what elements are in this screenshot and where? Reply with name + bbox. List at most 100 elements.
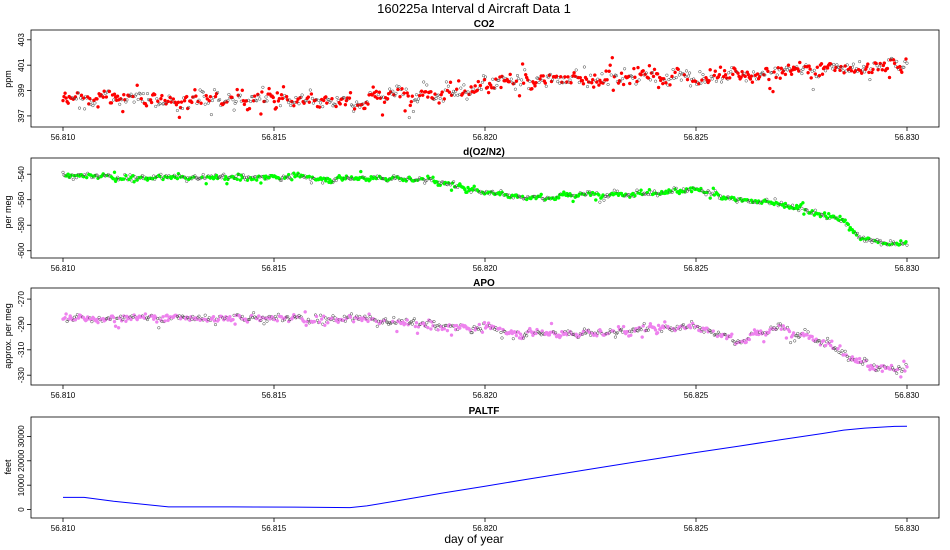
- data-point: [501, 75, 505, 79]
- data-point: [718, 65, 723, 69]
- data-point: [899, 375, 903, 379]
- y-tick-label: 403: [17, 33, 26, 47]
- data-point: [435, 324, 439, 328]
- data-point: [214, 173, 219, 178]
- data-point: [632, 66, 636, 71]
- data-point: [655, 331, 660, 335]
- data-point: [892, 61, 897, 66]
- data-point: [160, 319, 164, 323]
- data-point: [857, 356, 862, 361]
- data-point: [561, 81, 565, 85]
- data-point: [291, 101, 295, 105]
- data-point: [845, 63, 849, 67]
- data-point: [785, 68, 790, 72]
- data-point: [166, 318, 170, 323]
- data-point: [681, 323, 685, 327]
- y-tick-label: -270: [17, 291, 26, 308]
- data-point: [597, 193, 601, 197]
- data-point: [768, 86, 772, 91]
- data-point: [850, 65, 854, 69]
- data-point: [591, 85, 596, 89]
- data-point: [330, 96, 334, 101]
- data-point: [96, 105, 100, 109]
- data-point: [446, 84, 450, 88]
- data-point: [749, 74, 754, 78]
- data-point: [81, 96, 86, 100]
- data-point: [601, 81, 605, 85]
- data-point: [902, 65, 906, 69]
- data-point: [314, 314, 319, 319]
- y-tick-label: -310: [17, 341, 26, 358]
- data-point: [623, 67, 627, 71]
- data-point: [198, 88, 202, 92]
- data-point: [589, 73, 593, 77]
- data-point: [91, 104, 95, 108]
- data-point: [593, 73, 597, 77]
- data-point: [259, 112, 263, 116]
- data-point: [641, 69, 645, 73]
- data-point: [275, 91, 280, 95]
- data-point: [161, 315, 165, 319]
- data-point: [436, 328, 440, 332]
- data-point: [839, 351, 843, 355]
- data-point: [523, 72, 528, 77]
- data-point: [159, 96, 163, 101]
- data-point: [113, 324, 118, 328]
- data-point: [249, 99, 253, 104]
- data-point: [633, 194, 637, 198]
- data-point: [868, 367, 872, 372]
- x-tick-label: 56.825: [684, 524, 709, 533]
- data-point: [615, 189, 619, 193]
- data-point: [723, 73, 728, 77]
- data-point: [830, 64, 834, 68]
- data-point: [639, 328, 643, 332]
- data-point: [76, 91, 81, 95]
- data-point: [197, 314, 201, 318]
- x-tick-label: 56.810: [51, 133, 76, 142]
- data-point: [657, 192, 662, 196]
- data-point: [309, 92, 314, 96]
- data-point: [402, 91, 406, 95]
- data-point: [235, 87, 239, 92]
- data-point: [854, 357, 859, 361]
- o2n2-ylabel: per meg: [3, 195, 13, 228]
- data-point: [582, 327, 586, 331]
- data-point: [116, 175, 120, 179]
- data-point: [174, 102, 179, 107]
- data-point: [163, 319, 167, 323]
- data-point: [363, 106, 367, 111]
- data-point: [507, 79, 511, 84]
- data-point: [228, 314, 232, 319]
- data-point: [730, 332, 734, 336]
- data-point: [225, 181, 229, 186]
- data-point: [705, 326, 709, 330]
- data-point: [67, 175, 71, 179]
- data-point: [135, 178, 139, 182]
- data-point: [79, 93, 84, 98]
- data-point: [633, 75, 637, 80]
- data-point: [422, 80, 426, 84]
- data-point: [497, 78, 501, 82]
- data-point: [684, 69, 689, 73]
- data-point: [767, 330, 771, 335]
- data-point: [729, 70, 733, 74]
- data-point: [842, 71, 846, 75]
- x-tick-label: 56.830: [895, 133, 920, 142]
- data-point: [880, 68, 885, 72]
- data-point: [152, 92, 157, 97]
- data-point: [851, 62, 855, 66]
- data-point: [668, 83, 672, 87]
- data-point: [171, 97, 176, 101]
- data-point: [259, 318, 263, 323]
- y-tick-label: -290: [17, 316, 26, 333]
- data-point: [589, 333, 593, 337]
- data-point: [736, 71, 740, 75]
- data-point: [136, 97, 140, 102]
- data-point: [825, 340, 829, 344]
- x-tick-label: 56.810: [51, 391, 76, 400]
- y-tick-label: -600: [17, 242, 26, 259]
- data-point: [789, 341, 793, 345]
- data-point: [615, 331, 619, 335]
- data-point: [791, 203, 795, 207]
- data-point: [882, 61, 887, 65]
